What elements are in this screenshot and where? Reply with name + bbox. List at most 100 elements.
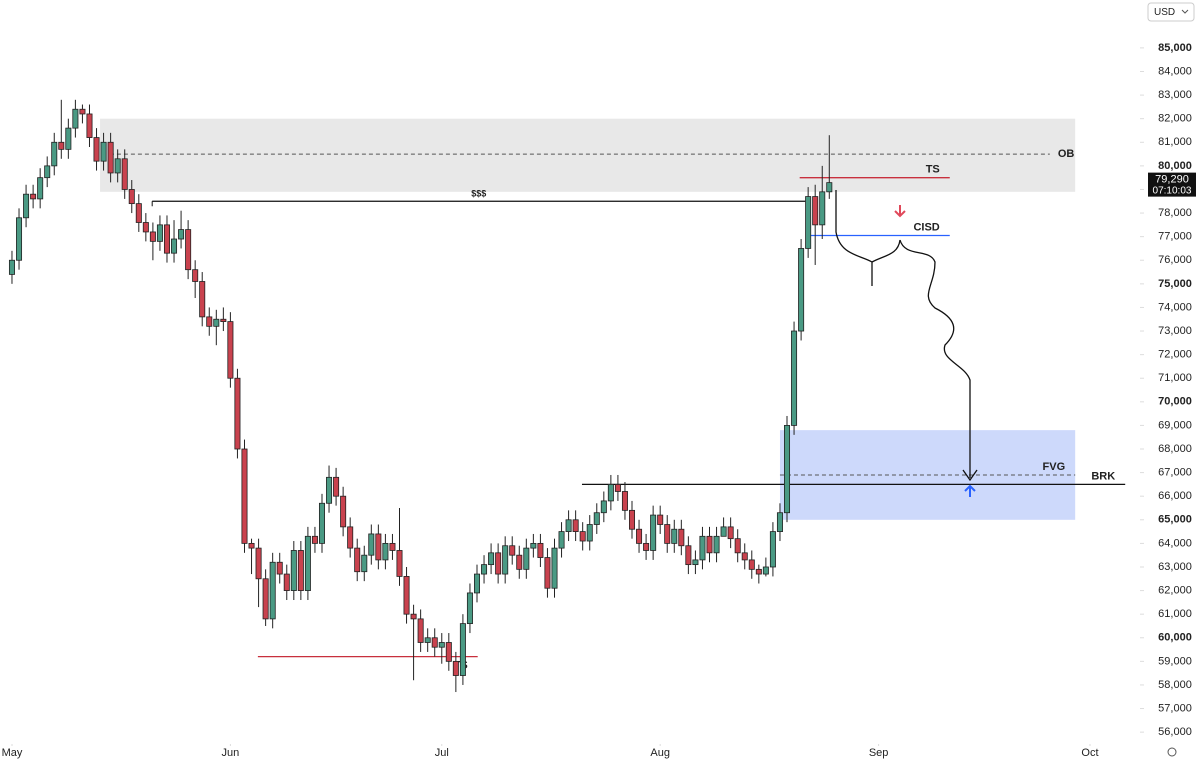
candle-body [812,196,819,226]
candle-body [565,519,572,532]
candle-body [699,535,706,561]
candle-body [614,484,621,492]
candle-body [297,550,304,591]
candle-body [600,500,607,514]
y-tick-label: 70,000 [1158,396,1192,408]
x-tick-label: Sep [869,747,889,759]
candle-body [671,528,678,544]
candle-body [86,113,93,138]
y-tick-label: 75,000 [1158,278,1192,290]
up-arrow [964,484,976,497]
candle-body [375,533,382,561]
candle-body [755,568,762,575]
y-tick-label: 73,000 [1158,325,1192,337]
price-badge-label: 79,290 [1155,174,1189,186]
candle-body [495,552,502,575]
candle-body [403,576,410,615]
candle-body [156,224,163,242]
price-badge-time: 07:10:03 [1153,185,1192,196]
candle-body [135,203,142,223]
candle-body [706,535,713,554]
candle-body [30,193,37,200]
candle-body [185,229,192,271]
candle-body [93,137,100,162]
candle-body [23,193,30,219]
candle-body [333,476,340,497]
candle-body [791,330,798,426]
x-tick-label: May [2,747,23,759]
candle-body [114,158,121,174]
candle-body [100,141,107,162]
y-tick-label: 78,000 [1158,207,1192,219]
swing-sketch [835,190,873,286]
dropdown-caret [1181,9,1189,14]
candle-body [354,547,361,573]
arrow-head [962,469,978,482]
settings-button[interactable] [1167,747,1177,757]
candle-body [417,618,424,643]
candle-body [805,196,812,249]
y-tick-label: 81,000 [1158,136,1192,148]
candle-body [431,637,438,648]
candle-body [593,512,600,525]
candle-body [192,269,199,282]
candle-body [607,484,614,502]
y-tick-label: 84,000 [1158,65,1192,77]
candle-body [720,526,727,537]
y-tick-label: 77,000 [1158,231,1192,243]
candle-body [220,318,227,322]
candle-body [58,141,65,150]
y-tick-label: 80,000 [1158,160,1192,172]
candle-body [727,526,734,540]
candle-body [79,108,86,115]
candle-body [445,642,452,662]
candle-body [8,259,15,275]
candle-body [452,660,459,676]
currency-button[interactable] [1147,2,1195,22]
level-label: TS [926,164,940,176]
candle-body [241,448,248,544]
candles [8,99,833,693]
candle-body [37,177,44,200]
candle-body [326,476,333,504]
candle-body [304,535,311,591]
candle-body [488,552,495,566]
candle-body [142,222,149,233]
candle-body [473,573,480,594]
candle-body [163,224,170,254]
y-tick-label: 63,000 [1158,561,1192,573]
level-label: CISD [913,221,939,233]
candle-body [276,561,283,575]
candle-body [650,514,657,551]
y-tick-label: 62,000 [1158,584,1192,596]
level-label: $$$ [471,189,486,199]
candle-body [424,637,431,643]
candle-body [509,545,516,556]
y-tick-label: 65,000 [1158,514,1192,526]
y-tick-label: 68,000 [1158,443,1192,455]
candle-body [410,613,417,620]
candle-body [678,528,685,547]
candle-body [466,592,473,625]
candle-body [537,542,544,558]
candle-body [713,535,720,554]
level-label: BRK [1091,470,1115,482]
y-tick-label: 71,000 [1158,372,1192,384]
y-tick-label: 85,000 [1158,42,1192,54]
y-tick-label: 58,000 [1158,679,1192,691]
y-tick-label: 57,000 [1158,702,1192,714]
candle-body [741,552,748,561]
candle-body [629,509,636,530]
candle-body [149,231,156,242]
candle-body [826,182,833,193]
candle-body [171,238,178,254]
y-tick-label: 67,000 [1158,467,1192,479]
candle-body [347,526,354,549]
y-tick-label: 74,000 [1158,301,1192,313]
candle-body [502,545,509,575]
candle-body [44,165,51,179]
candle-body [382,542,389,561]
candle-body [579,531,586,542]
candle-body [784,425,791,514]
